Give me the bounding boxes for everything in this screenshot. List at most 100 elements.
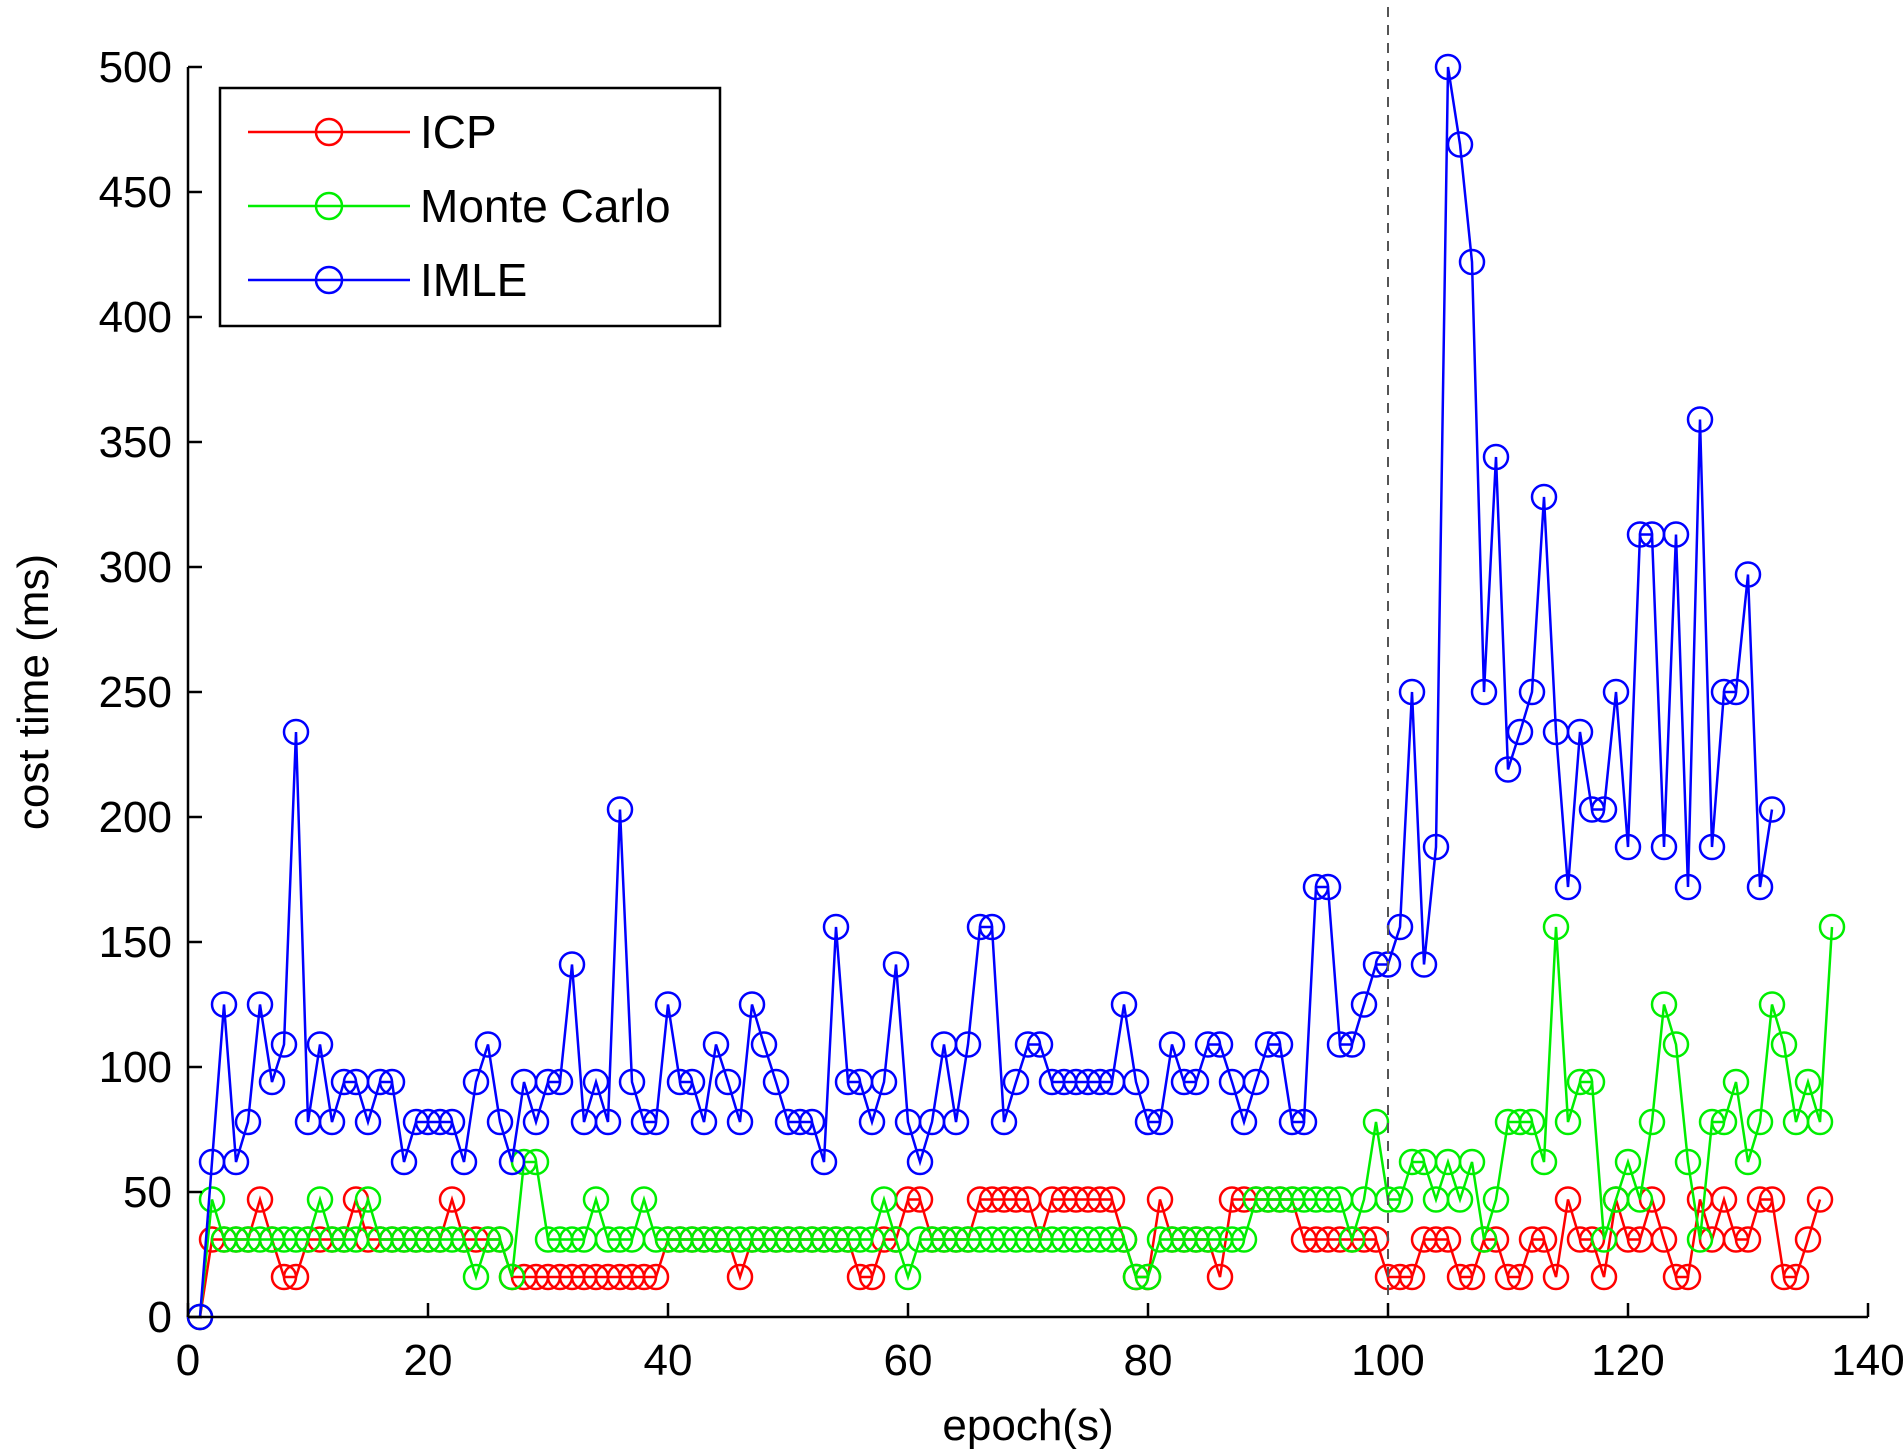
y-tick-label: 100 xyxy=(99,1043,172,1092)
data-point xyxy=(858,1108,886,1136)
x-tick-label: 40 xyxy=(644,1336,693,1385)
data-point xyxy=(870,1068,898,1096)
data-point xyxy=(1650,1226,1678,1253)
data-point xyxy=(846,1263,874,1291)
data-point xyxy=(1002,1186,1030,1213)
data-point xyxy=(834,1068,862,1096)
data-point xyxy=(762,1068,790,1096)
data-point xyxy=(270,1263,298,1291)
data-point xyxy=(1746,1186,1774,1213)
data-point xyxy=(1026,1031,1054,1058)
data-point xyxy=(942,1108,970,1136)
series-monte-carlo xyxy=(186,913,1846,1331)
data-point xyxy=(750,1031,778,1058)
data-point xyxy=(1590,796,1618,823)
data-point xyxy=(1206,1263,1234,1291)
y-tick-label: 150 xyxy=(99,918,172,967)
data-point xyxy=(594,1108,622,1136)
data-point xyxy=(1806,1108,1834,1136)
data-point xyxy=(1698,1108,1726,1136)
data-point xyxy=(1710,1108,1738,1136)
data-point xyxy=(582,1068,610,1096)
data-point xyxy=(702,1031,730,1058)
data-point xyxy=(1758,796,1786,823)
y-tick-label: 400 xyxy=(99,293,172,342)
x-tick-label: 80 xyxy=(1124,1336,1173,1385)
x-tick-label: 120 xyxy=(1591,1336,1664,1385)
data-point xyxy=(870,1186,898,1213)
data-point xyxy=(1122,1068,1150,1096)
legend-swatch-marker xyxy=(314,191,344,221)
data-point xyxy=(1398,678,1426,706)
data-point xyxy=(1566,1068,1594,1096)
data-point xyxy=(1722,1226,1750,1253)
data-point xyxy=(438,1186,466,1213)
data-point xyxy=(1002,1068,1030,1096)
data-point xyxy=(1602,678,1630,706)
data-point xyxy=(1206,1031,1234,1058)
data-point xyxy=(1230,1226,1258,1253)
data-point xyxy=(606,796,634,823)
data-point xyxy=(1230,1108,1258,1136)
data-point xyxy=(1134,1263,1162,1291)
data-point xyxy=(606,1226,634,1253)
data-point xyxy=(1794,1068,1822,1096)
data-point xyxy=(714,1068,742,1096)
data-point xyxy=(1794,1226,1822,1253)
data-point xyxy=(426,1108,454,1136)
data-point xyxy=(1554,1186,1582,1213)
data-point xyxy=(366,1068,394,1096)
data-point xyxy=(486,1108,514,1136)
y-tick-label: 300 xyxy=(99,543,172,592)
data-point xyxy=(1266,1031,1294,1058)
data-point xyxy=(498,1263,526,1291)
data-point xyxy=(642,1108,670,1136)
data-point xyxy=(1662,521,1690,548)
data-point xyxy=(1542,1263,1570,1291)
data-point xyxy=(1014,1031,1042,1058)
data-point xyxy=(1746,1108,1774,1136)
data-point xyxy=(966,913,994,941)
data-point xyxy=(330,1068,358,1096)
data-point xyxy=(1314,873,1342,901)
data-point xyxy=(1554,1108,1582,1136)
data-point xyxy=(1686,1226,1714,1253)
data-point xyxy=(474,1031,502,1058)
data-point xyxy=(1614,833,1642,861)
data-point xyxy=(1734,1148,1762,1176)
legend-label: ICP xyxy=(420,106,497,158)
data-point xyxy=(1446,1186,1474,1213)
data-point xyxy=(822,913,850,941)
legend-item-monte-carlo: Monte Carlo xyxy=(248,180,671,232)
data-point xyxy=(1782,1263,1810,1291)
series-icp xyxy=(186,1186,1834,1331)
data-point xyxy=(1278,1108,1306,1136)
data-point xyxy=(1434,53,1462,81)
data-point xyxy=(1146,1186,1174,1213)
data-point xyxy=(990,1108,1018,1136)
data-point xyxy=(1110,1226,1138,1253)
data-point xyxy=(390,1148,418,1176)
data-point xyxy=(1518,1108,1546,1136)
data-point xyxy=(438,1226,466,1253)
data-point xyxy=(282,718,310,746)
data-point xyxy=(1638,1108,1666,1136)
x-tick-label: 60 xyxy=(884,1336,933,1385)
data-point xyxy=(618,1068,646,1096)
data-point xyxy=(1698,833,1726,861)
data-point xyxy=(1446,131,1474,158)
axes: 0 20 40 60 80 100 120 140 0 50 100 150 200 250 300 350 4… xyxy=(9,7,1903,1450)
data-point xyxy=(1254,1031,1282,1058)
data-point xyxy=(1086,1068,1114,1096)
x-tick-label: 100 xyxy=(1351,1336,1424,1385)
data-point xyxy=(1422,1226,1450,1253)
x-tick-label: 20 xyxy=(404,1336,453,1385)
y-tick-label: 200 xyxy=(99,793,172,842)
data-point xyxy=(1674,873,1702,901)
data-point xyxy=(1182,1068,1210,1096)
data-point xyxy=(1482,1186,1510,1213)
data-point xyxy=(1302,873,1330,901)
data-point xyxy=(1554,873,1582,901)
data-point xyxy=(1674,1148,1702,1176)
data-point xyxy=(1338,1031,1366,1058)
